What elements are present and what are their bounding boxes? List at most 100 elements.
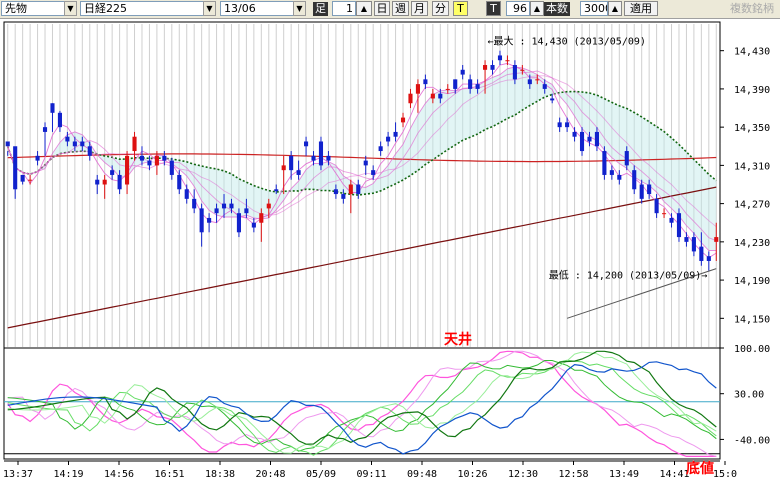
- period-spinner-icon[interactable]: ▲: [356, 1, 372, 16]
- x-tick-label: 14:41: [659, 469, 689, 480]
- candle-body: [438, 93, 443, 99]
- candle-body: [565, 122, 570, 128]
- x-tick-label: 09:48: [407, 469, 437, 480]
- instrument-dropdown-icon[interactable]: ▼: [64, 1, 77, 16]
- candle-body: [617, 174, 622, 180]
- count2-value: 3000: [584, 2, 607, 15]
- contract-dropdown-icon[interactable]: ▼: [293, 1, 306, 16]
- candle-body: [102, 179, 107, 185]
- instrument-value: 先物: [5, 2, 27, 15]
- candle-body: [117, 174, 122, 190]
- count-input[interactable]: 96: [506, 1, 530, 16]
- candle-body: [460, 69, 465, 75]
- oscillator-line: [7, 350, 717, 457]
- price-tick-label: 14,350: [734, 123, 770, 134]
- month-button[interactable]: 月: [411, 1, 428, 16]
- candle-body: [393, 131, 398, 137]
- candle-body: [699, 246, 704, 261]
- candle-body: [65, 136, 70, 142]
- candle-body: [579, 131, 585, 152]
- candle-body: [527, 79, 532, 85]
- x-tick-label: 14:19: [53, 469, 83, 480]
- candle-body: [177, 174, 182, 190]
- x-tick-label: 14:56: [104, 469, 134, 480]
- candle-body: [214, 208, 219, 214]
- candle-body: [535, 79, 540, 81]
- candle-body: [632, 170, 637, 190]
- tick-button[interactable]: T: [453, 1, 468, 16]
- count-spinner-icon[interactable]: ▲: [530, 1, 544, 16]
- candle-body: [13, 146, 18, 190]
- contract-value: 13/06: [224, 2, 256, 15]
- candle-body: [311, 155, 316, 161]
- candle-body: [50, 103, 55, 113]
- candle-body: [706, 256, 711, 261]
- candle-body: [5, 141, 10, 147]
- candle-body: [356, 184, 361, 195]
- bottom-label: 底値: [686, 460, 714, 477]
- price-tick-label: 14,150: [734, 314, 770, 325]
- count2-input[interactable]: 3000: [580, 1, 608, 16]
- candle-body: [609, 170, 614, 175]
- index-dropdown-icon[interactable]: ▼: [203, 1, 216, 16]
- candle-body: [430, 93, 435, 99]
- candle-body: [684, 237, 689, 242]
- x-tick-label: 12:30: [508, 469, 538, 480]
- candle-body: [602, 151, 607, 175]
- mid-moving-average: [7, 153, 717, 163]
- plot-frame: [3, 21, 721, 460]
- count2-spinner-icon[interactable]: ▲: [608, 1, 622, 16]
- tick-mode-button[interactable]: T: [486, 1, 501, 16]
- candle-body: [483, 65, 488, 70]
- candle-body: [363, 160, 368, 166]
- candle-body: [244, 208, 249, 214]
- candle-body: [400, 117, 406, 123]
- candle-body: [594, 131, 599, 147]
- candle-body: [281, 165, 286, 171]
- price-tick-label: 14,390: [734, 85, 770, 96]
- long-moving-average: [7, 186, 717, 329]
- price-tick-label: 14,270: [734, 200, 770, 211]
- candle-body: [57, 112, 62, 128]
- candle-body: [520, 69, 525, 71]
- apply-button[interactable]: 適用: [624, 1, 658, 16]
- candle-body: [423, 79, 428, 85]
- index-select[interactable]: 日経225: [80, 1, 216, 16]
- candle-body: [162, 155, 167, 161]
- oscillator-line: [7, 350, 717, 445]
- week-button[interactable]: 週: [392, 1, 409, 16]
- x-tick-label: 12:58: [558, 469, 588, 480]
- candle-body: [542, 84, 547, 89]
- instrument-select[interactable]: 先物: [1, 1, 77, 16]
- x-tick-label: 20:48: [255, 469, 285, 480]
- day-button[interactable]: 日: [374, 1, 390, 16]
- candle-body: [386, 136, 391, 142]
- candle-body: [318, 141, 324, 166]
- x-tick-label: 10:26: [457, 469, 487, 480]
- chart-area: 14,430 14,390 14,350 14,310 14,270 14,230 14,1…: [3, 21, 770, 480]
- candle-body: [154, 155, 159, 166]
- price-tick-label: 14,310: [734, 161, 770, 172]
- x-tick-label: 09:11: [356, 469, 386, 480]
- candle-body: [445, 88, 450, 90]
- high-annotation: ←最大 : 14,430 (2013/05/09): [487, 35, 645, 48]
- minute-button[interactable]: 分: [432, 1, 449, 16]
- candle-body: [468, 79, 473, 89]
- candle-body: [475, 84, 480, 89]
- candle-body: [341, 194, 346, 199]
- candle-body: [28, 179, 33, 181]
- candle-body: [207, 217, 212, 223]
- candle-body: [691, 237, 696, 252]
- candle-body: [192, 198, 197, 209]
- candle-body: [259, 213, 264, 223]
- period-input[interactable]: 1: [332, 1, 356, 16]
- oscillator-line: [7, 351, 717, 454]
- candle-body: [266, 203, 271, 209]
- multi-symbol-label: 複数銘柄: [730, 2, 774, 15]
- toolbar: 先物 ▼ 日経225 ▼ 13/06 ▼ 足 1 ▲ 日 週 月 分 T T 9…: [0, 0, 780, 19]
- candle-body: [639, 184, 644, 199]
- candle-body: [587, 136, 592, 142]
- contract-select[interactable]: 13/06: [220, 1, 306, 16]
- candle-body: [42, 127, 48, 132]
- candle-body: [72, 141, 77, 147]
